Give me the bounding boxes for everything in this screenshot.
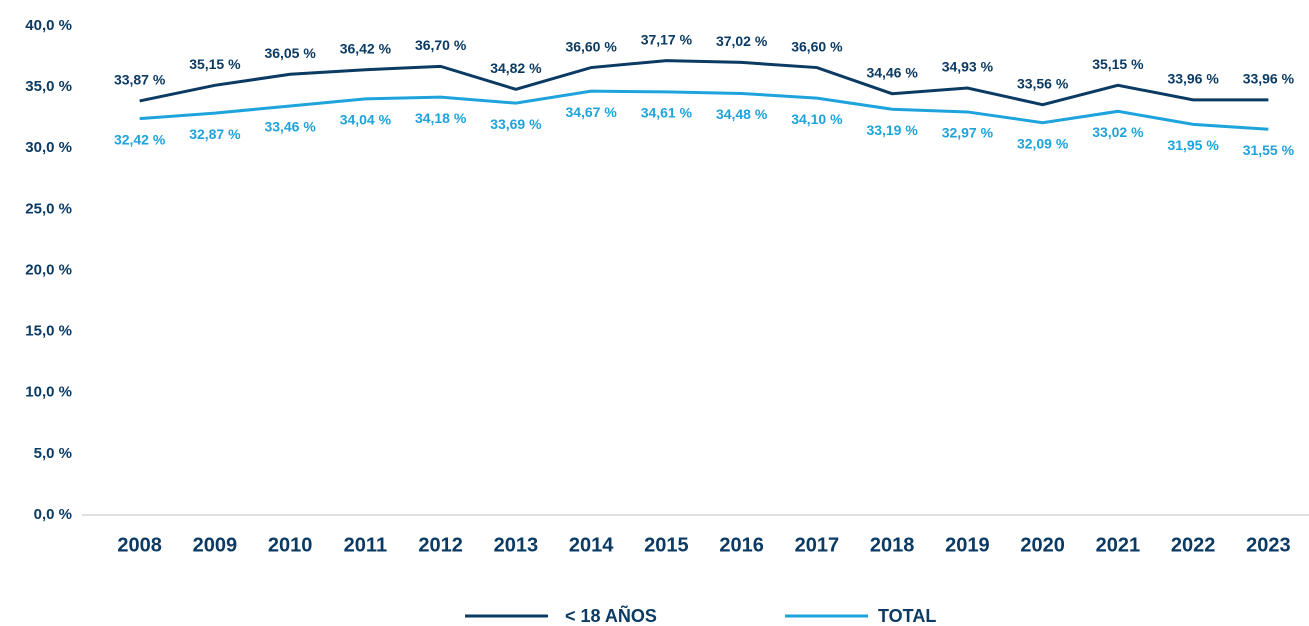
- data-label: 33,02 %: [1092, 124, 1144, 140]
- data-label: 36,60 %: [791, 38, 843, 54]
- x-tick-label: 2012: [418, 534, 463, 556]
- data-label: 34,10 %: [791, 111, 843, 127]
- data-label: 36,70 %: [415, 37, 467, 53]
- data-label: 37,02 %: [716, 33, 768, 49]
- y-tick-label: 10,0 %: [25, 384, 72, 401]
- data-label: 34,93 %: [942, 59, 994, 75]
- data-label: 31,95 %: [1167, 137, 1219, 153]
- series-line: [139, 89, 1269, 131]
- y-tick-label: 0,0 %: [34, 506, 72, 523]
- data-label: 36,42 %: [340, 40, 392, 56]
- data-label: 33,19 %: [866, 122, 918, 138]
- data-label: 32,97 %: [942, 125, 994, 141]
- data-label: 34,61 %: [641, 105, 693, 121]
- data-label: 36,60 %: [565, 38, 617, 54]
- x-tick-label: 2016: [719, 534, 764, 556]
- data-label: 32,42 %: [114, 131, 166, 147]
- x-tick-label: 2022: [1171, 534, 1216, 556]
- series-line: [139, 59, 1269, 107]
- y-tick-label: 25,0 %: [25, 200, 72, 217]
- data-label: 36,05 %: [264, 45, 316, 61]
- legend-label: < 18 AÑOS: [565, 605, 657, 626]
- x-tick-label: 2023: [1246, 534, 1291, 556]
- data-label: 34,46 %: [866, 64, 918, 80]
- y-tick-label: 20,0 %: [25, 261, 72, 278]
- y-tick-label: 5,0 %: [34, 445, 72, 462]
- y-tick-label: 15,0 %: [25, 323, 72, 340]
- x-tick-label: 2011: [344, 534, 387, 556]
- data-label: 34,18 %: [415, 110, 467, 126]
- data-label: 31,55 %: [1243, 142, 1295, 158]
- x-tick-label: 2009: [193, 534, 238, 556]
- data-label: 33,46 %: [264, 119, 316, 135]
- data-label: 34,04 %: [340, 112, 392, 128]
- data-label: 32,87 %: [189, 126, 241, 142]
- x-tick-label: 2019: [945, 534, 990, 556]
- x-tick-label: 2014: [569, 534, 614, 556]
- x-tick-label: 2018: [870, 534, 915, 556]
- x-tick-label: 2010: [268, 534, 313, 556]
- data-label: 33,96 %: [1243, 71, 1295, 87]
- data-label: 34,82 %: [490, 60, 542, 76]
- x-tick-label: 2008: [117, 534, 162, 556]
- data-label: 33,69 %: [490, 116, 542, 132]
- data-label: 33,56 %: [1017, 75, 1069, 91]
- x-tick-label: 2020: [1020, 534, 1065, 556]
- data-label: 33,96 %: [1167, 71, 1219, 87]
- data-label: 35,15 %: [1092, 56, 1144, 72]
- x-tick-label: 2021: [1096, 534, 1141, 556]
- x-tick-label: 2017: [795, 534, 840, 556]
- y-tick-label: 35,0 %: [25, 78, 72, 95]
- x-tick-label: 2013: [494, 534, 539, 556]
- y-tick-label: 40,0 %: [25, 17, 72, 34]
- x-tick-label: 2015: [644, 534, 689, 556]
- y-tick-label: 30,0 %: [25, 139, 72, 156]
- legend-label: TOTAL: [878, 606, 936, 626]
- data-label: 33,87 %: [114, 72, 166, 88]
- data-label: 35,15 %: [189, 56, 241, 72]
- data-label: 34,67 %: [565, 104, 617, 120]
- data-label: 34,48 %: [716, 106, 768, 122]
- data-label: 32,09 %: [1017, 135, 1069, 151]
- data-label: 37,17 %: [641, 31, 693, 47]
